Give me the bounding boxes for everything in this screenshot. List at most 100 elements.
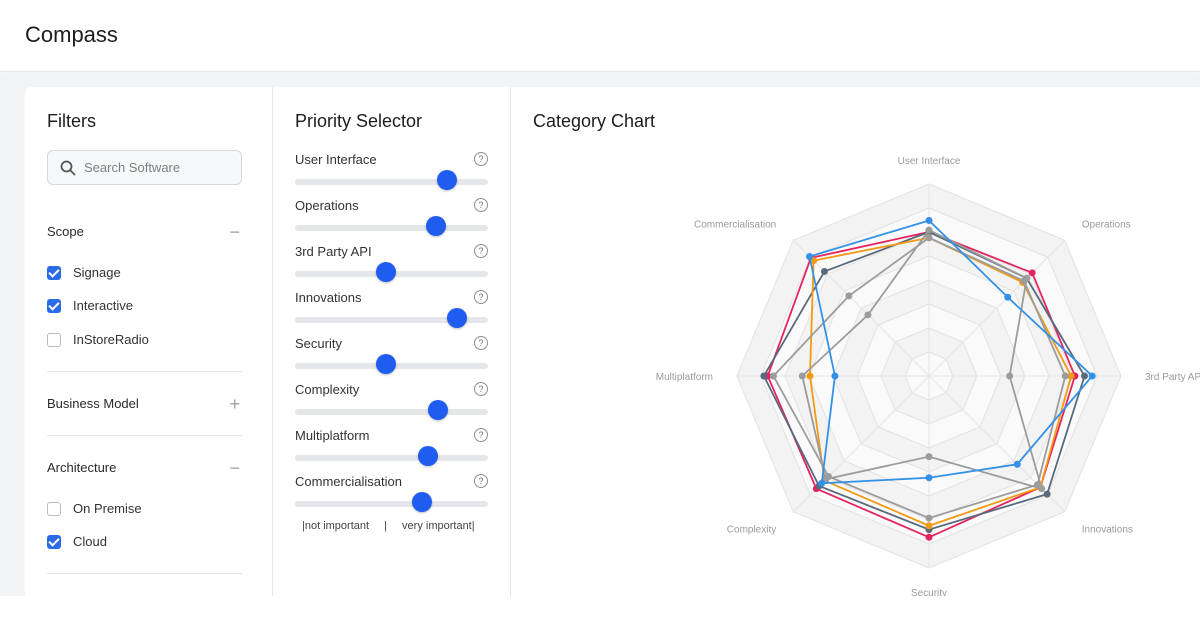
radar-axis-label: Security [911,588,947,596]
slider-user-interface[interactable]: User Interface ? [295,152,488,196]
slider-security[interactable]: Security ? [295,336,488,380]
help-icon[interactable]: ? [474,198,488,212]
radar-data-point [806,253,814,261]
checkbox-label: Cloud [73,534,107,549]
radar-data-point [760,372,768,380]
slider-3rd-party-api[interactable]: 3rd Party API ? [295,244,488,288]
filters-panel: Filters Scope − Signage Interactive [25,87,273,596]
slider-scale-legend: |not important | very important| [302,520,475,532]
slider-label: User Interface [295,152,377,167]
radar-data-point [925,514,933,522]
slider-label: Innovations [295,290,362,305]
checkbox-label: Interactive [73,298,133,313]
radar-data-point [820,267,828,275]
radar-data-point [1004,293,1012,301]
slider-handle[interactable] [418,446,439,466]
collapse-icon[interactable]: − [229,458,240,478]
chart-title: Category Chart [533,111,656,131]
scale-separator: | [384,520,387,532]
checkbox-checked-icon[interactable] [47,299,61,313]
radar-data-point [818,479,826,487]
slider-innovations[interactable]: Innovations ? [295,290,488,334]
slider-track[interactable] [295,409,488,415]
slider-track[interactable] [295,225,488,231]
group-scope-header[interactable]: Scope − [47,222,242,244]
radar-data-point [925,474,933,482]
category-chart-panel: Category Chart User Interface Operations 3… [511,87,1200,596]
slider-handle[interactable] [437,170,458,190]
radar-data-point [1043,490,1051,498]
radar-axis-label: 3rd Party API [1145,372,1200,383]
slider-track[interactable] [295,455,488,461]
radar-data-point [1020,277,1028,285]
help-icon[interactable]: ? [474,244,488,258]
radar-data-point [925,533,933,541]
top-bar: Compass [0,0,1200,72]
radar-axis-label: Complexity [727,525,776,536]
radar-data-point [798,372,806,380]
checkbox-checked-icon[interactable] [47,535,61,549]
checkbox-label: InStoreRadio [73,332,149,347]
radar-axis-label: User Interface [898,156,961,167]
slider-handle[interactable] [412,492,433,512]
checkbox-checked-icon[interactable] [47,266,61,280]
slider-label: Multiplatform [295,428,370,443]
checkbox-label: Signage [73,265,121,280]
slider-handle[interactable] [427,400,448,420]
app-title: Compass [25,22,118,47]
help-icon[interactable]: ? [474,290,488,304]
help-icon[interactable]: ? [474,382,488,396]
checkbox-unchecked-icon[interactable] [47,333,61,347]
slider-handle[interactable] [375,262,396,282]
search-icon [60,160,76,176]
radar-data-point [1081,372,1089,380]
expand-icon[interactable]: + [229,394,240,414]
group-architecture-label: Architecture [47,460,117,475]
radar-data-point [864,311,872,319]
slider-complexity[interactable]: Complexity ? [295,382,488,426]
scale-high-label: very important| [402,520,475,532]
main-stage: Filters Scope − Signage Interactive [0,73,1200,596]
radar-data-point [925,216,933,224]
checkbox-unchecked-icon[interactable] [47,502,61,516]
radar-data-point [925,453,933,461]
collapse-icon[interactable]: − [229,222,240,242]
search-box[interactable] [47,150,242,185]
help-icon[interactable]: ? [474,152,488,166]
radar-chart: User Interface Operations 3rd Party API Inn… [656,156,1200,596]
slider-handle[interactable] [425,216,446,236]
radar-data-point [925,226,933,234]
radar-data-point [769,372,777,380]
radar-data-point [825,472,833,480]
radar-axis-label: Commercialisation [694,219,776,230]
search-input[interactable] [84,151,234,184]
radar-axis-label: Operations [1082,219,1131,230]
scale-low-label: |not important [302,520,370,532]
slider-operations[interactable]: Operations ? [295,198,488,242]
priority-panel: Priority Selector User Interface ? Opera… [273,87,511,596]
slider-handle[interactable] [447,308,468,328]
radar-axis-line [928,239,1066,377]
group-business-model-header[interactable]: Business Model + [47,394,242,416]
filters-title: Filters [47,111,96,131]
slider-commercialisation[interactable]: Commercialisation ? [295,474,488,518]
slider-handle[interactable] [375,354,396,374]
radar-data-point [1028,269,1036,277]
radar-data-point [1067,372,1075,380]
divider [47,435,242,436]
help-icon[interactable]: ? [474,336,488,350]
divider [47,573,242,574]
slider-multiplatform[interactable]: Multiplatform ? [295,428,488,472]
checkbox-label: On Premise [73,501,142,516]
radar-data-point [925,522,933,530]
content-panel: Filters Scope − Signage Interactive [25,87,1200,596]
group-architecture-header[interactable]: Architecture − [47,458,242,480]
slider-track[interactable] [295,179,488,185]
help-icon[interactable]: ? [474,428,488,442]
slider-track[interactable] [295,501,488,507]
help-icon[interactable]: ? [474,474,488,488]
slider-label: Operations [295,198,359,213]
radar-data-point [806,372,814,380]
slider-track[interactable] [295,317,488,323]
radar-data-point [845,292,853,300]
